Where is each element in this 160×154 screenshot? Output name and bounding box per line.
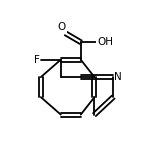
Text: O: O — [58, 22, 66, 32]
Text: OH: OH — [97, 37, 113, 47]
Text: F: F — [34, 55, 40, 65]
Text: N: N — [114, 72, 122, 82]
